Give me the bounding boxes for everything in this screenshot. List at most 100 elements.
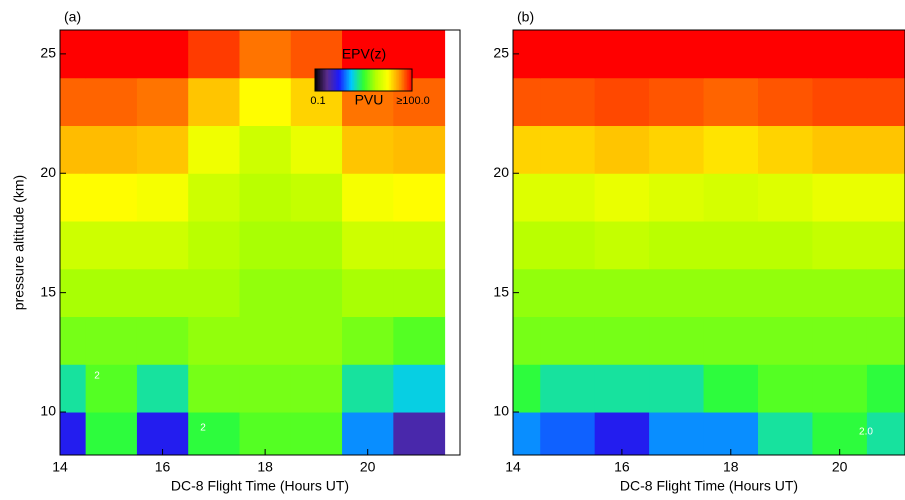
x-tick-label: 20 (360, 459, 376, 475)
epv-cell (393, 125, 446, 174)
epv-cell (594, 268, 650, 318)
epv-cell (136, 268, 189, 318)
contour-label: 2 (94, 371, 100, 382)
epv-cell (85, 268, 138, 318)
epv-cell (85, 30, 138, 79)
epv-cell (85, 316, 138, 365)
epv-cell (703, 412, 759, 455)
epv-cell (290, 364, 343, 413)
epv-cell (393, 412, 446, 455)
colorbar-swatch (339, 69, 342, 91)
epv-cell (188, 364, 240, 413)
epv-cell (866, 173, 905, 222)
epv-cell (540, 364, 596, 413)
epv-cell (393, 173, 446, 222)
epv-cell (85, 412, 138, 455)
epv-cell (594, 125, 650, 174)
y-tick-label: 10 (40, 403, 56, 419)
epv-cell (239, 125, 292, 174)
epv-cell (60, 364, 87, 413)
epv-cell (342, 268, 394, 318)
colorbar-swatch (323, 69, 326, 91)
epv-cell (649, 412, 705, 455)
epv-cell (540, 268, 596, 318)
colorbar-swatch (402, 69, 405, 91)
epv-cell (290, 30, 343, 79)
colorbar-swatch (360, 69, 363, 91)
x-tick-label: 16 (614, 459, 630, 475)
epv-cell (594, 412, 650, 455)
epv-cell (812, 268, 868, 318)
epv-cell (812, 30, 868, 79)
colorbar-swatch (392, 69, 395, 91)
colorbar-swatch (368, 69, 371, 91)
epv-cell (136, 125, 189, 174)
y-axis-label: pressure altitude (km) (11, 175, 27, 310)
panel-label: (b) (517, 9, 534, 25)
epv-cell (866, 221, 905, 270)
epv-cell (239, 30, 292, 79)
colorbar-swatch (358, 69, 361, 91)
epv-cell (812, 316, 868, 365)
colorbar-swatch (357, 69, 360, 91)
epv-cell (540, 316, 596, 365)
colorbar-swatch (395, 69, 398, 91)
epv-cell (60, 125, 87, 174)
epv-cell (239, 77, 292, 127)
colorbar-max: ≥100.0 (396, 95, 430, 107)
epv-cell (758, 364, 813, 413)
colorbar-swatch (386, 69, 389, 91)
epv-cell (649, 125, 705, 174)
epv-cell (393, 268, 446, 318)
epv-cell (513, 221, 541, 270)
epv-cell (85, 364, 138, 413)
colorbar-swatch (348, 69, 352, 91)
epv-cell (290, 316, 343, 365)
colorbar-swatch (410, 69, 413, 91)
colorbar-min: 0.1 (310, 95, 325, 107)
epv-cell (60, 316, 87, 365)
epv-cell (188, 30, 240, 79)
colorbar-title: EPV(z) (342, 46, 386, 62)
epv-cell (342, 316, 394, 365)
epv-cell (393, 30, 446, 79)
colorbar-swatch (347, 69, 350, 91)
colorbar-swatch (344, 69, 347, 91)
colorbar-swatch (342, 69, 345, 91)
epv-cell (393, 316, 446, 365)
epv-cell (85, 125, 138, 174)
epv-cell (239, 412, 292, 455)
epv-cell (540, 221, 596, 270)
colorbar-swatch (381, 69, 384, 91)
epv-cell (758, 268, 813, 318)
epv-cell (513, 77, 541, 127)
epv-cell (594, 30, 650, 79)
epv-cell (758, 412, 813, 455)
epv-cell (188, 268, 240, 318)
epv-cell (188, 412, 240, 455)
epv-cell (136, 30, 189, 79)
epv-cell (342, 125, 394, 174)
epv-cell (812, 412, 868, 455)
epv-cell (703, 125, 759, 174)
epv-cell (342, 173, 394, 222)
epv-cell (758, 30, 813, 79)
y-tick-label: 20 (40, 164, 56, 180)
epv-cell (649, 77, 705, 127)
colorbar-swatch (361, 69, 364, 91)
epv-cell (703, 316, 759, 365)
epv-cell (812, 364, 868, 413)
epv-cell (649, 221, 705, 270)
epv-cell (188, 173, 240, 222)
colorbar-swatch (345, 69, 348, 91)
epv-cell (703, 221, 759, 270)
colorbar-swatch (329, 69, 332, 91)
epv-cell (513, 364, 541, 413)
colorbar-swatch (371, 69, 374, 91)
epv-cell (594, 77, 650, 127)
epv-cell (513, 125, 541, 174)
x-axis-label: DC-8 Flight Time (Hours UT) (620, 478, 798, 494)
epv-cell (649, 173, 705, 222)
colorbar-frame (314, 68, 413, 92)
epv-cell (758, 125, 813, 174)
